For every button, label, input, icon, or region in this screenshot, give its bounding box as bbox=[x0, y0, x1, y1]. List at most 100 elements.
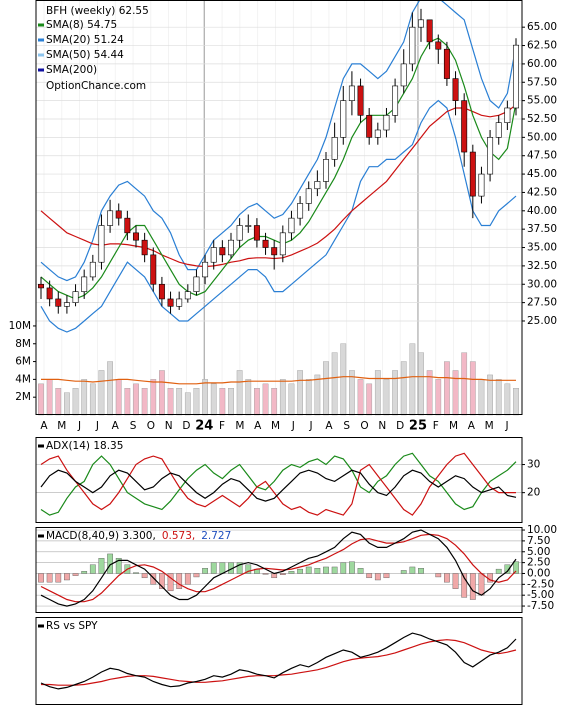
candle-body bbox=[219, 247, 226, 256]
legend-label: 2.727 bbox=[201, 530, 231, 542]
volume-bar bbox=[107, 361, 113, 416]
histogram-bar bbox=[366, 573, 373, 579]
volume-bar bbox=[495, 379, 502, 416]
volume-ma bbox=[41, 376, 516, 385]
candle-body bbox=[443, 48, 450, 79]
x-tick-label: J bbox=[309, 420, 313, 432]
candle-body bbox=[487, 137, 494, 175]
candle-body bbox=[366, 115, 373, 138]
legend-label: SMA(20) 51.24 bbox=[46, 34, 124, 46]
x-tick-label: N bbox=[378, 420, 386, 432]
x-tick-label: O bbox=[147, 420, 155, 432]
histogram-bar bbox=[469, 573, 476, 600]
histogram-bar bbox=[236, 562, 243, 574]
candle-body bbox=[495, 122, 502, 138]
volume-tick-label: 6M bbox=[15, 356, 31, 368]
y-tick-label: 40.00 bbox=[527, 205, 557, 217]
x-tick-label: A bbox=[325, 420, 333, 432]
candle-body bbox=[38, 283, 44, 289]
volume-bar bbox=[504, 383, 511, 416]
indicator-line bbox=[40, 37, 517, 300]
volume-bar bbox=[98, 370, 105, 416]
x-tick-label: M bbox=[485, 420, 494, 432]
x-tick-label: M bbox=[57, 420, 66, 432]
y-tick-label: 60.00 bbox=[527, 58, 557, 70]
indicator-line bbox=[40, 452, 517, 516]
y-tick-label: 65.00 bbox=[527, 21, 557, 33]
candle-body bbox=[46, 287, 53, 300]
volume-tick-label: 4M bbox=[15, 373, 31, 385]
histogram-bar bbox=[513, 561, 519, 574]
volume-bar bbox=[55, 388, 62, 416]
candle-body bbox=[63, 302, 70, 307]
volume-bar bbox=[115, 379, 122, 416]
candle-body bbox=[392, 85, 399, 116]
histogram-bar bbox=[202, 568, 208, 574]
volume-tick-label: 10M bbox=[9, 320, 31, 332]
x-tick-label: A bbox=[112, 420, 120, 432]
x-tick-label: M bbox=[271, 420, 280, 432]
legend: ADX(14) 18.35 bbox=[46, 440, 123, 452]
x-tick-label: D bbox=[396, 420, 404, 432]
volume-bar bbox=[193, 388, 200, 416]
histogram-bar bbox=[64, 573, 70, 581]
volume-bar bbox=[167, 388, 174, 416]
histogram-bar bbox=[331, 566, 338, 574]
histogram-bar bbox=[400, 570, 407, 574]
candle-body bbox=[210, 247, 217, 263]
volume-bar bbox=[392, 370, 398, 416]
volume-bar bbox=[89, 383, 96, 416]
candle-body bbox=[418, 19, 424, 28]
histogram-bar bbox=[279, 573, 286, 575]
volume-bar bbox=[176, 388, 183, 416]
histogram-bar bbox=[340, 562, 347, 574]
x-tick-label: J bbox=[77, 420, 81, 432]
y-tick-label: 0.00 bbox=[527, 567, 550, 579]
volume-bar bbox=[452, 370, 459, 416]
candle-body bbox=[288, 217, 295, 234]
volume-bar bbox=[340, 343, 347, 416]
volume-bar bbox=[400, 361, 407, 416]
legend-label: SMA(8) 54.75 bbox=[46, 19, 117, 31]
histogram-bar bbox=[184, 573, 191, 585]
candle-body bbox=[348, 85, 355, 101]
y-tick-label: 20 bbox=[527, 487, 540, 499]
panel-frame bbox=[35, 617, 523, 705]
candle-body bbox=[383, 115, 390, 131]
candle-body bbox=[184, 291, 191, 300]
y-tick-label: 62.50 bbox=[527, 40, 557, 52]
volume-bar bbox=[374, 370, 381, 416]
volume-bar bbox=[219, 388, 226, 416]
histogram-bar bbox=[478, 573, 485, 596]
watermark: OptionChance.com bbox=[46, 80, 146, 92]
volume-bar bbox=[46, 379, 53, 416]
x-tick-label: S bbox=[130, 420, 137, 432]
candle-body bbox=[262, 239, 269, 248]
y-tick-label: -2.50 bbox=[527, 578, 554, 590]
y-tick-label: 37.50 bbox=[527, 223, 557, 235]
x-tick-label: D bbox=[182, 420, 190, 432]
volume-bar bbox=[159, 370, 165, 416]
x-tick-label: A bbox=[254, 420, 262, 432]
histogram-bar bbox=[115, 558, 122, 574]
indicator-line bbox=[41, 639, 517, 686]
x-tick-label: M bbox=[449, 420, 458, 432]
candle-body bbox=[461, 100, 468, 153]
histogram-bar bbox=[81, 571, 88, 574]
volume-bar bbox=[262, 383, 269, 416]
y-tick-label: 30.00 bbox=[527, 278, 557, 290]
x-tick-label: J bbox=[504, 420, 508, 432]
x-tick-label: S bbox=[343, 420, 350, 432]
candle-body bbox=[150, 254, 157, 285]
indicator-line bbox=[40, 99, 517, 333]
candle-body bbox=[193, 276, 200, 292]
volume-bar bbox=[418, 352, 424, 416]
y-tick-label: 2.50 bbox=[527, 557, 550, 569]
y-tick-label: 55.00 bbox=[527, 95, 557, 107]
histogram-bar bbox=[219, 562, 226, 574]
candle-body bbox=[115, 210, 122, 219]
histogram-bar bbox=[262, 573, 269, 575]
histogram-bar bbox=[444, 573, 450, 583]
volume-bar bbox=[141, 388, 148, 416]
histogram-bar bbox=[141, 573, 148, 579]
